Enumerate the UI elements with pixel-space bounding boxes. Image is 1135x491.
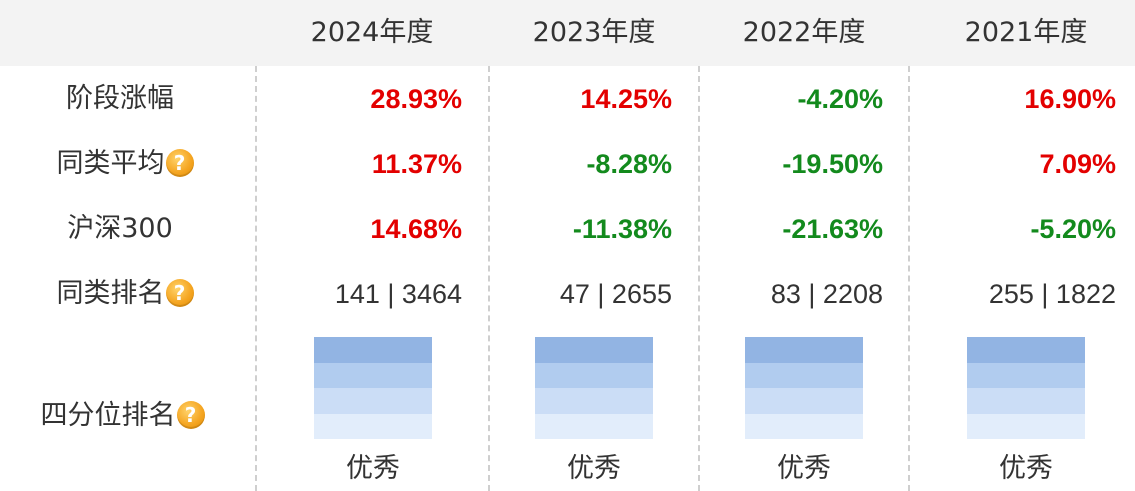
peer-avg-2022: -19.50% (782, 149, 883, 179)
column-divider (488, 66, 490, 491)
quartile-label-2021: 优秀 (999, 453, 1053, 484)
stage-gain-2024: 28.93% (370, 84, 462, 114)
quartile-segment (535, 388, 653, 414)
row-label-text: 四分位排名 (40, 400, 176, 431)
stage-gain-2023: 14.25% (580, 84, 672, 114)
row-label-hs300: 沪深300 (0, 209, 240, 249)
year-2023-header: 2023年度 (532, 17, 656, 48)
quartile-segment (314, 388, 432, 414)
row-label-quartile: 四分位排名? (0, 396, 245, 436)
question-help-icon[interactable]: ? (176, 401, 205, 429)
quartile-bar-2022 (745, 337, 863, 439)
quartile-segment (967, 413, 1085, 439)
question-help-icon[interactable]: ? (165, 279, 194, 307)
peer-avg-2023: -8.28% (586, 149, 672, 179)
row-label-stage-gain: 阶段涨幅 (0, 79, 240, 119)
peer-avg-2024: 11.37% (371, 149, 462, 179)
peer-rank-2024: 141 | 3464 (334, 279, 462, 309)
quartile-bar-2024 (314, 337, 432, 439)
column-divider (908, 66, 910, 491)
stage-gain-2022: -4.20% (797, 84, 883, 114)
peer-rank-2021: 255 | 1822 (988, 279, 1116, 309)
stage-gain-2021: 16.90% (1024, 84, 1116, 114)
quartile-segment (535, 337, 653, 363)
row-label-text: 沪深300 (67, 213, 173, 244)
peer-avg-2021: 7.09% (1039, 149, 1116, 179)
quartile-label-2023: 优秀 (567, 453, 621, 484)
row-label-text: 同类排名 (56, 278, 165, 309)
quartile-label-2022: 优秀 (777, 453, 831, 484)
hs300-2024: 14.68% (370, 214, 462, 244)
quartile-segment (967, 362, 1085, 388)
row-label-text: 阶段涨幅 (66, 83, 174, 114)
column-divider (255, 66, 257, 491)
table-header: 2024年度 2023年度 2022年度 2021年度 (0, 0, 1135, 66)
row-label-text: 同类平均 (56, 148, 165, 179)
hs300-2022: -21.63% (782, 214, 883, 244)
quartile-segment (314, 362, 432, 388)
year-2024-header: 2024年度 (310, 17, 434, 48)
quartile-segment (967, 337, 1085, 363)
quartile-segment (745, 388, 863, 414)
question-help-icon[interactable]: ? (165, 149, 194, 177)
column-divider (698, 66, 700, 491)
quartile-segment (314, 413, 432, 439)
quartile-segment (745, 413, 863, 439)
quartile-bar-2021 (967, 337, 1085, 439)
year-2021-header: 2021年度 (964, 17, 1088, 48)
quartile-segment (535, 413, 653, 439)
row-label-peer-avg: 同类平均? (0, 144, 250, 184)
quartile-segment (535, 362, 653, 388)
quartile-label-2024: 优秀 (346, 453, 400, 484)
quartile-segment (745, 362, 863, 388)
row-label-peer-rank: 同类排名? (0, 274, 250, 314)
quartile-segment (967, 388, 1085, 414)
quartile-segment (314, 337, 432, 363)
quartile-segment (745, 337, 863, 363)
peer-rank-2023: 47 | 2655 (559, 279, 672, 309)
quartile-bar-2023 (535, 337, 653, 439)
hs300-2021: -5.20% (1030, 214, 1116, 244)
hs300-2023: -11.38% (572, 214, 672, 244)
peer-rank-2022: 83 | 2208 (770, 279, 883, 309)
year-2022-header: 2022年度 (742, 17, 866, 48)
